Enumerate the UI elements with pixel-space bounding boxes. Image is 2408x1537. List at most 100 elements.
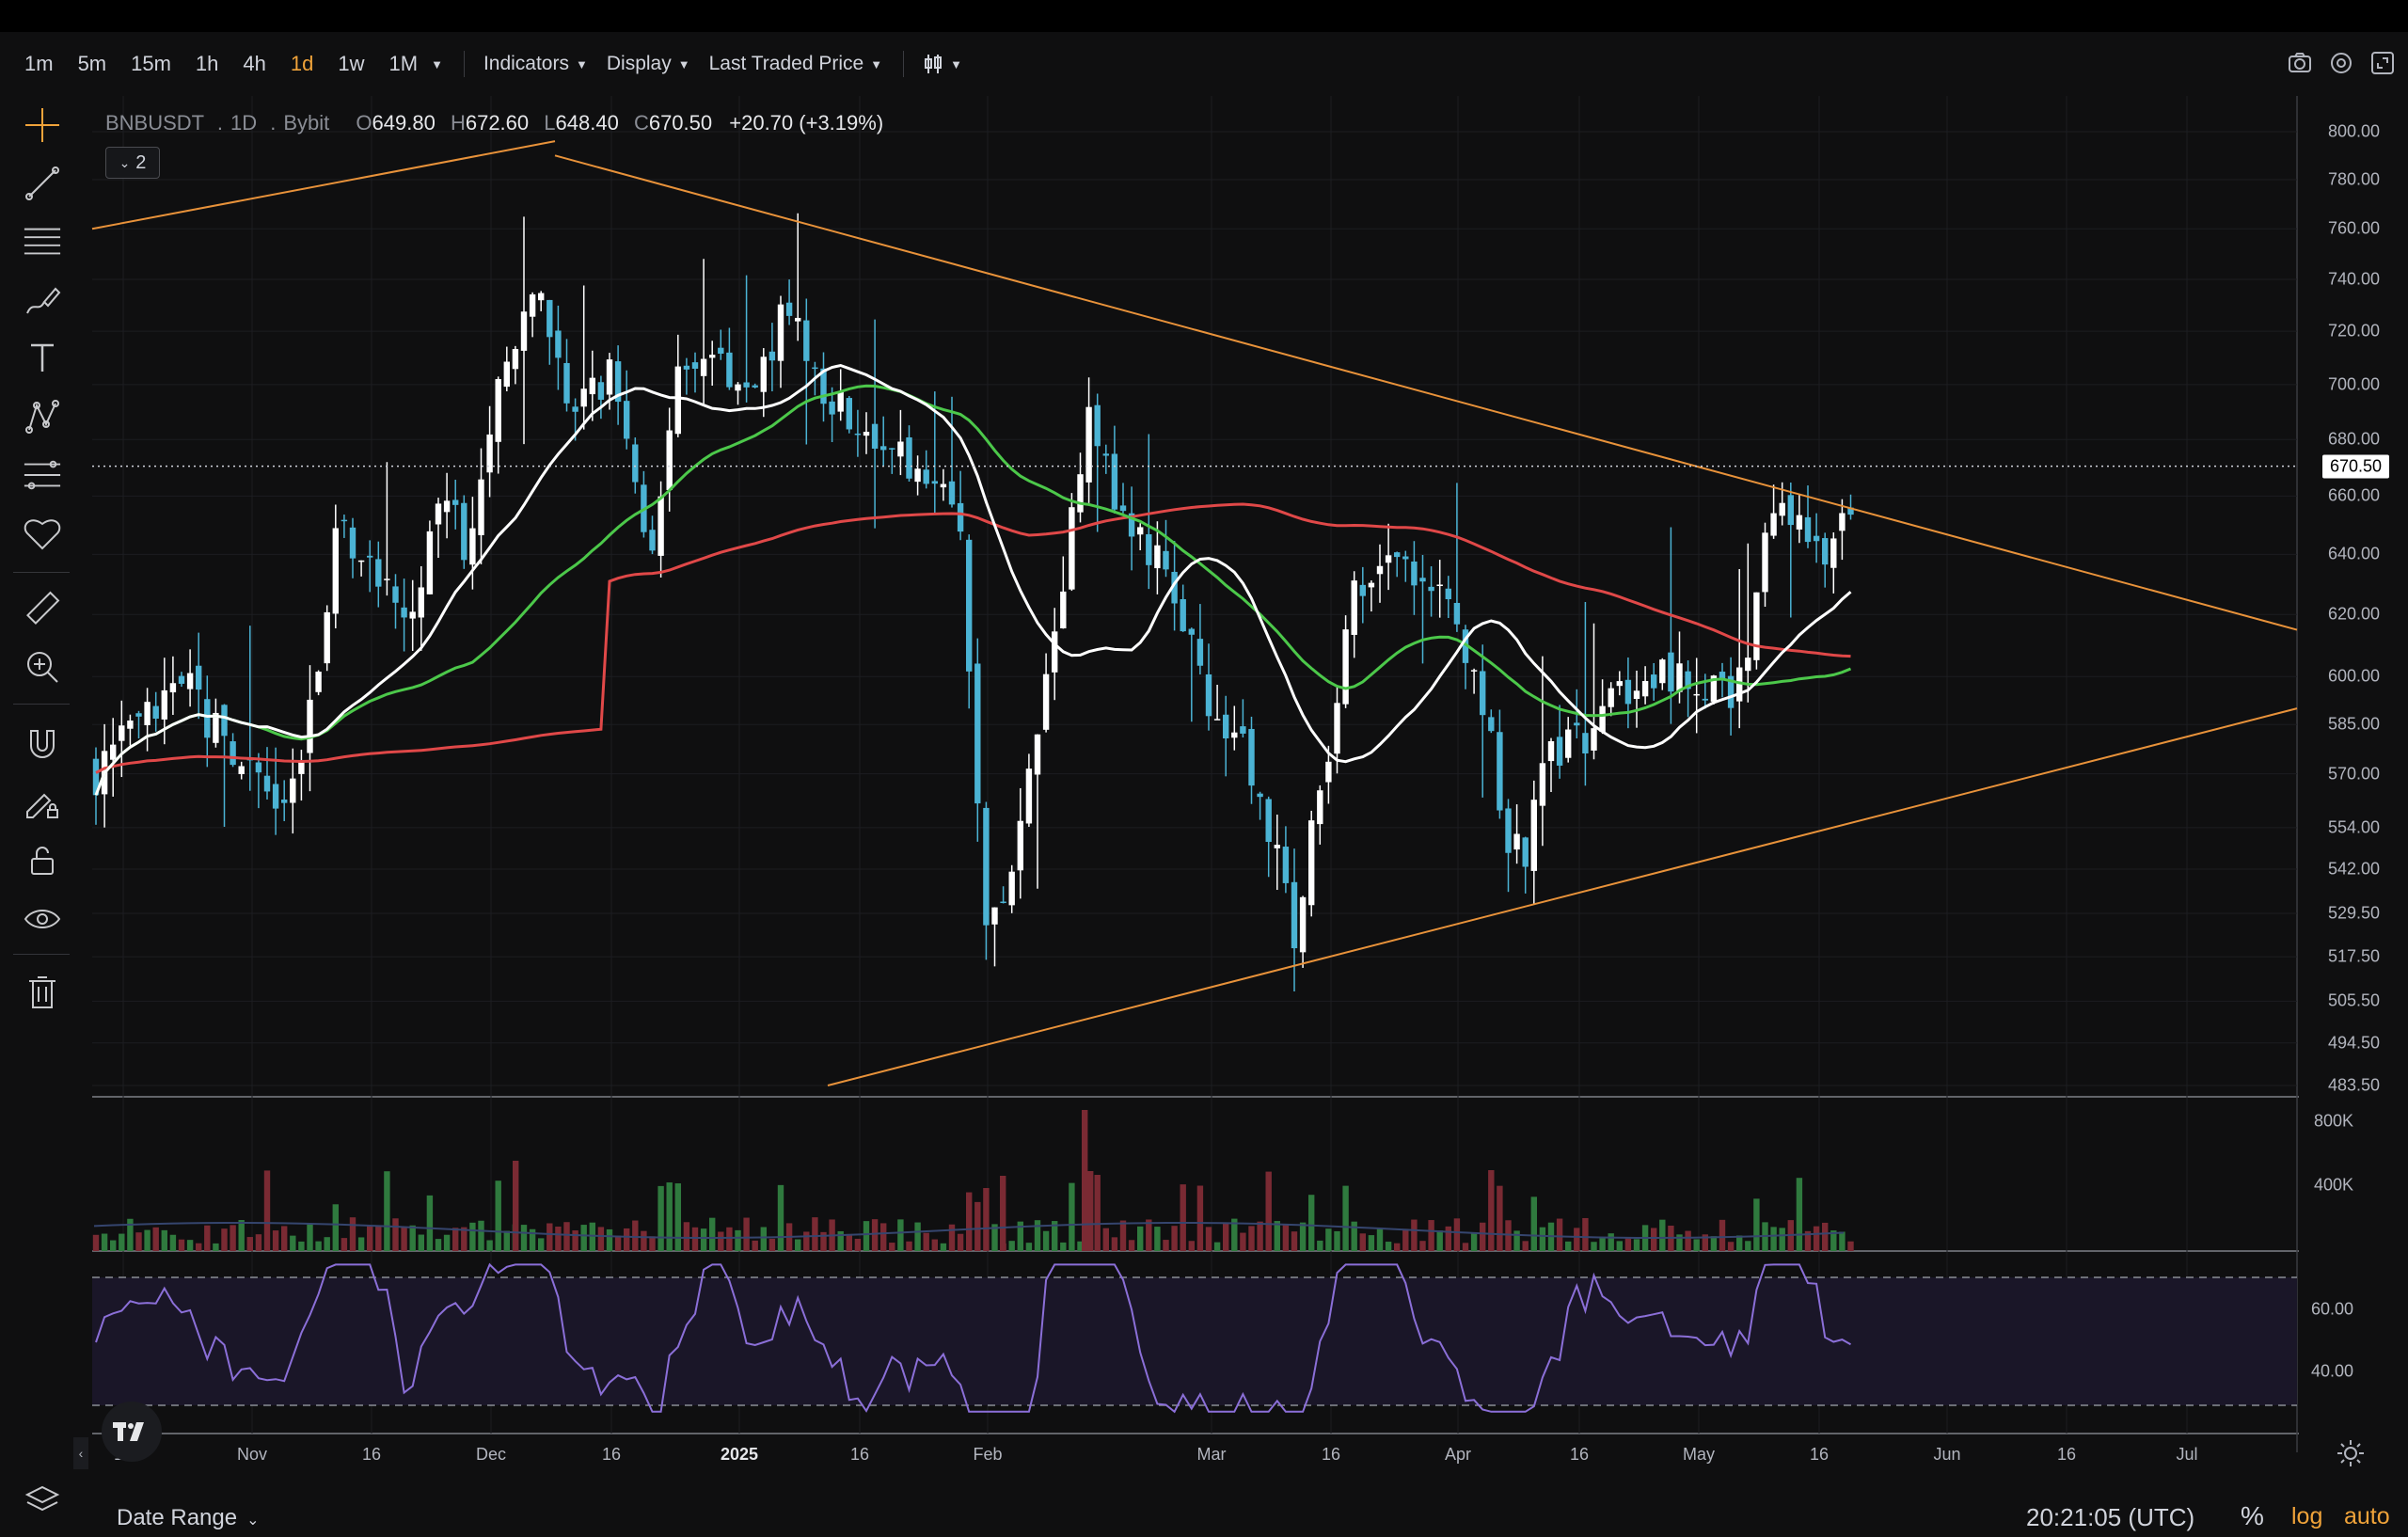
unlock-icon[interactable]: [23, 841, 62, 880]
candle-body: [1180, 598, 1186, 632]
zoom-in-icon[interactable]: [23, 647, 62, 687]
volume-bar: [401, 1227, 407, 1251]
volume-bar: [538, 1238, 545, 1251]
volume-bar: [1291, 1231, 1298, 1251]
candle-body: [204, 699, 211, 738]
sun-settings-icon[interactable]: [2337, 1439, 2365, 1467]
display-menu[interactable]: Display ▼: [607, 53, 690, 75]
volume-bar: [341, 1238, 348, 1251]
volume-bar: [1376, 1228, 1384, 1251]
candle-body: [1668, 652, 1674, 692]
eye-icon[interactable]: [23, 899, 62, 939]
volume-bar: [1839, 1231, 1846, 1251]
timeframe-4h[interactable]: 4h: [243, 52, 266, 75]
legend-separator: .: [216, 111, 223, 135]
candle-body: [812, 367, 818, 370]
favorites-heart-icon[interactable]: [23, 514, 62, 553]
auto-scale-toggle[interactable]: auto: [2344, 1503, 2390, 1529]
candle-body: [1052, 631, 1058, 673]
camera-icon[interactable]: [2288, 51, 2312, 75]
price-source-menu[interactable]: Last Traded Price ▼: [709, 53, 882, 75]
time-axis-label: Apr: [1444, 1445, 1472, 1464]
symbol-name[interactable]: BNBUSDT: [105, 111, 204, 135]
pattern-icon[interactable]: [23, 397, 62, 436]
drawing-toolbar: [0, 96, 87, 1512]
text-icon[interactable]: [23, 339, 62, 378]
indicator-collapse-button[interactable]: ⌄ 2: [105, 147, 160, 179]
lock-drawing-icon[interactable]: [23, 783, 62, 822]
date-range-menu[interactable]: Date Range ⌄: [117, 1505, 260, 1531]
volume-bar: [1282, 1224, 1290, 1251]
timeframe-1m[interactable]: 1m: [24, 52, 54, 75]
chart-type-menu[interactable]: ▼: [923, 53, 962, 75]
volume-bar: [367, 1226, 373, 1251]
magnet-icon[interactable]: [23, 724, 62, 764]
horizontal-lines-icon[interactable]: [23, 222, 62, 261]
candle-body: [871, 423, 879, 449]
volume-bar: [213, 1243, 219, 1251]
timeframe-1h[interactable]: 1h: [195, 52, 219, 75]
volume-bar: [1082, 1110, 1088, 1251]
volume-bar: [1624, 1238, 1632, 1251]
utc-clock[interactable]: 20:21:05 (UTC): [2026, 1503, 2195, 1531]
candle-body: [1171, 571, 1178, 604]
scroll-left-icon[interactable]: ‹: [73, 1437, 88, 1469]
trend-line-icon[interactable]: [23, 164, 62, 203]
volume-bar: [837, 1230, 844, 1251]
candle-body: [923, 469, 929, 484]
grid: [92, 96, 2297, 1434]
layers-icon[interactable]: [23, 1482, 62, 1522]
volume-bar: [478, 1220, 484, 1251]
candle-body: [281, 800, 288, 803]
candle-body: [572, 406, 578, 412]
volume-bar: [923, 1232, 929, 1251]
tool-divider: [13, 954, 70, 955]
candle-body: [1616, 681, 1623, 687]
candle-body: [1659, 659, 1666, 684]
candle-body: [597, 382, 605, 400]
timeframe-1M[interactable]: 1M: [388, 52, 419, 75]
fib-retracement-icon[interactable]: [23, 455, 62, 495]
timeframe-1w[interactable]: 1w: [338, 52, 365, 75]
timeframe-1d[interactable]: 1d: [290, 52, 314, 75]
price-axis-label: 494.50: [2327, 1033, 2380, 1053]
candle-body: [135, 713, 142, 717]
indicators-menu[interactable]: Indicators ▼: [483, 53, 588, 75]
candle-body: [931, 481, 938, 484]
brush-icon[interactable]: [23, 280, 62, 320]
volume-bar: [1146, 1219, 1152, 1251]
volume-bar: [1257, 1221, 1263, 1251]
candle-body: [1513, 833, 1520, 850]
settings-gear-icon[interactable]: [2329, 51, 2353, 75]
timeframe-15m[interactable]: 15m: [131, 52, 171, 75]
volume-bar: [1154, 1227, 1161, 1251]
volume-bar: [1505, 1220, 1512, 1251]
volume-bar: [1025, 1243, 1033, 1251]
volume-bar: [1119, 1220, 1127, 1251]
trash-icon[interactable]: [23, 973, 62, 1012]
volume-bar: [135, 1232, 142, 1251]
time-axis-label: 16: [849, 1445, 870, 1464]
indicators-label: Indicators: [483, 53, 569, 74]
volume-bar: [1462, 1243, 1469, 1251]
price-axis-label: 740.00: [2327, 269, 2380, 289]
tradingview-logo[interactable]: [102, 1402, 162, 1462]
candle-body: [1608, 688, 1614, 707]
time-axis-label: Feb: [973, 1445, 1003, 1464]
candle-body: [263, 775, 271, 792]
crosshair-icon[interactable]: [23, 105, 62, 145]
timeframe-dropdown-caret-icon[interactable]: ▼: [431, 56, 443, 71]
volume-ma-line: [93, 1222, 1845, 1239]
ruler-icon[interactable]: [23, 589, 62, 628]
price-chart[interactable]: [0, 32, 2408, 1537]
candle-body: [418, 587, 424, 618]
candle-body: [1025, 768, 1033, 824]
candle-body: [357, 560, 365, 563]
time-axis-label: 16: [1321, 1445, 1341, 1464]
volume-bar: [1111, 1237, 1118, 1251]
percent-scale-toggle[interactable]: %: [2241, 1501, 2264, 1530]
fullscreen-icon[interactable]: [2370, 51, 2395, 75]
log-scale-toggle[interactable]: log: [2291, 1503, 2323, 1529]
volume-bar: [1077, 1241, 1084, 1251]
timeframe-5m[interactable]: 5m: [77, 52, 107, 75]
